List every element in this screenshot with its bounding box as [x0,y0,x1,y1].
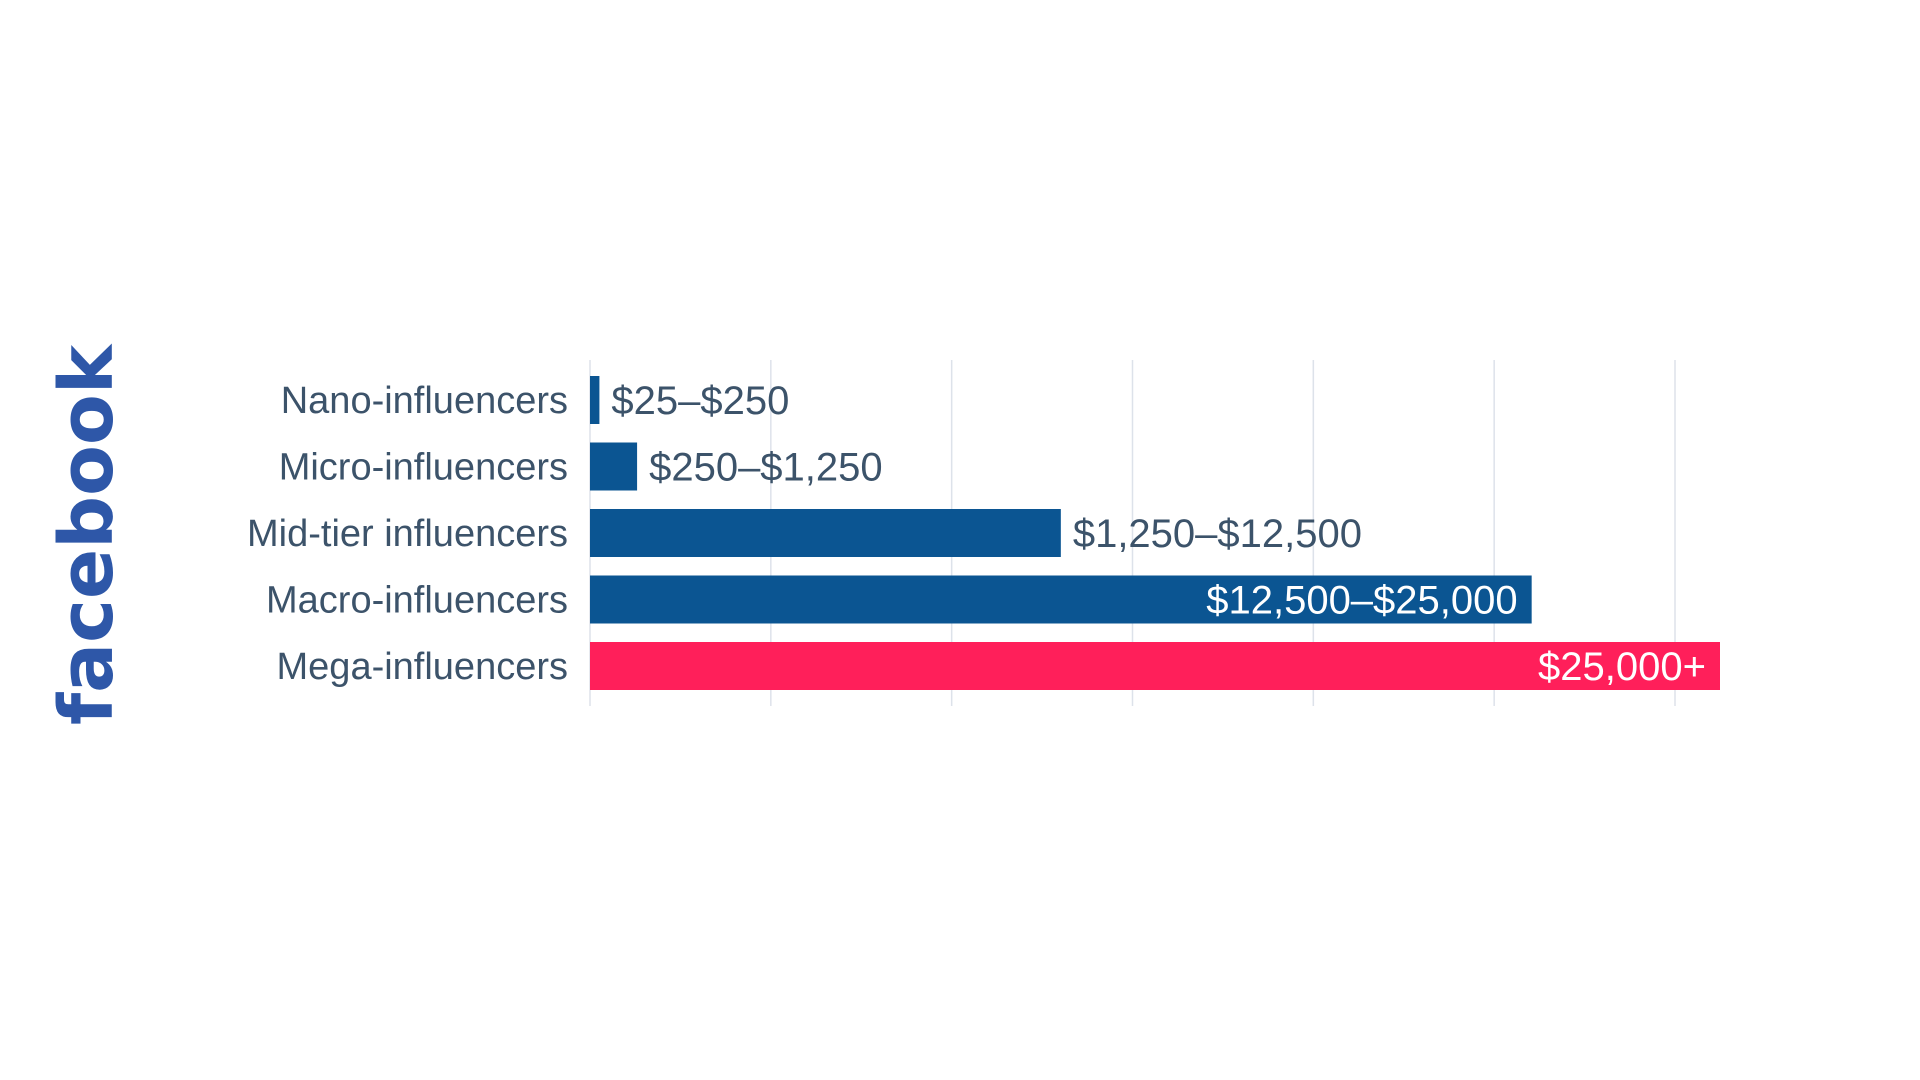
bar-mid-tier-influencers [590,509,1061,557]
value-label: $1,250–$12,500 [1073,512,1362,556]
bar-nano-influencers [590,376,600,424]
bar-mega-influencers [590,642,1720,690]
category-label: Mid-tier influencers [247,513,568,555]
category-labels: Nano-influencers Micro-influencers Mid-tie… [247,380,568,688]
value-label: $25,000+ [1538,645,1706,689]
category-label: Mega-influencers [277,646,568,688]
value-labels: $25–$250 $250–$1,250 $1,250–$12,500 $12,500… [611,379,1706,689]
facebook-logo: facebook [44,343,130,725]
bar-micro-influencers [590,442,638,491]
category-label: Macro-influencers [266,580,568,622]
category-label: Micro-influencers [279,447,568,489]
category-label: Nano-influencers [281,380,568,422]
value-label: $12,500–$25,000 [1206,579,1517,623]
value-label: $25–$250 [611,379,789,423]
value-label: $250–$1,250 [649,446,883,490]
bar-macro-influencers [590,575,1532,624]
bars [590,376,1720,690]
